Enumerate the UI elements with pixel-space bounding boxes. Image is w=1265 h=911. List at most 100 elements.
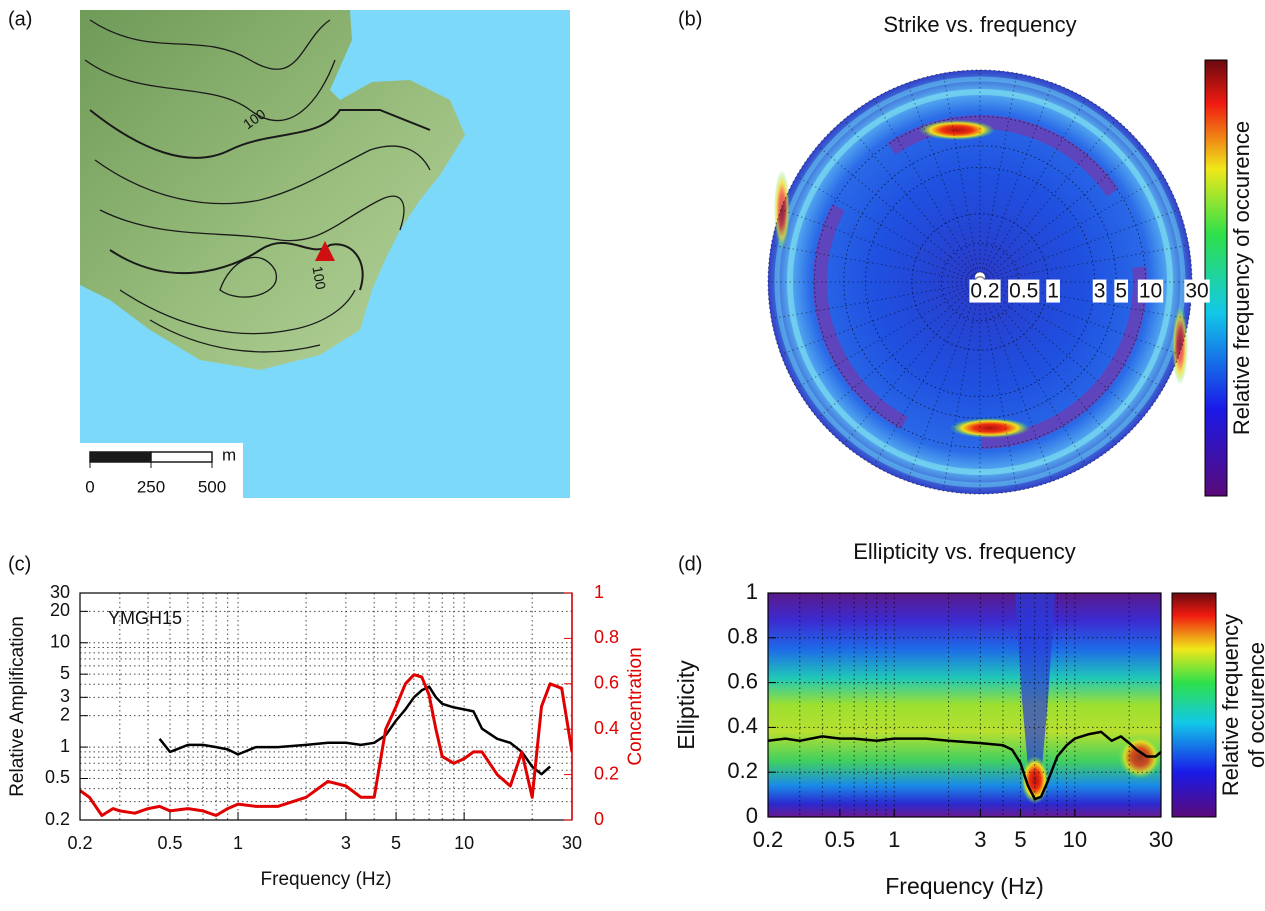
y-tick-label: 3 [60, 686, 70, 706]
radial-spoke [979, 73, 1018, 283]
contour [94, 145, 431, 205]
colorbar [1204, 59, 1228, 497]
r-tick-label: 5 [1115, 280, 1127, 303]
y2-tick-label: 0.2 [594, 763, 619, 783]
x-tick-label: 5 [391, 833, 401, 853]
y-tick-label: 2 [60, 704, 70, 724]
chart-title: Ellipticity vs. frequency [853, 539, 1076, 564]
y-tick-label: 0 [746, 803, 758, 828]
x-tick-label: 0.5 [825, 827, 856, 852]
y2-tick-label: 1 [594, 582, 604, 602]
r-tick-label: 30 [1185, 280, 1208, 303]
station-marker [315, 241, 335, 261]
radial-spoke [873, 281, 981, 466]
center-dot [975, 272, 985, 282]
hotspot [1172, 305, 1188, 385]
scale-label: 250 [137, 477, 165, 496]
scale-label: 500 [198, 477, 226, 496]
radial-spoke [979, 281, 1053, 482]
y2-tick-label: 0.4 [594, 718, 619, 738]
y-tick-label: 0.8 [727, 624, 758, 649]
x-tick-label: 30 [1149, 827, 1173, 852]
land [80, 10, 465, 370]
contour [84, 59, 336, 122]
radial-spoke [771, 281, 981, 320]
x-tick-label: 10 [454, 833, 474, 853]
colorbar-label: Relative frequency of occurence [1229, 121, 1254, 435]
radial-spoke [979, 98, 1087, 283]
r-tick-label: 3 [1094, 280, 1106, 303]
r-tick-label: 10 [1139, 280, 1162, 303]
radial-spoke [979, 281, 1117, 445]
r-tick-label: 1 [1047, 280, 1059, 303]
radial-spoke [979, 209, 1180, 283]
radial-spoke [979, 119, 1117, 283]
y-tick-label: 10 [50, 632, 70, 652]
radial-spoke [843, 119, 981, 283]
radial-spoke [780, 209, 981, 283]
radial-spoke [979, 281, 1180, 355]
radial-spoke [979, 281, 1087, 466]
x-tick-label: 30 [562, 833, 582, 853]
contour [89, 109, 431, 159]
x-tick-label: 1 [233, 833, 243, 853]
r-tick-label: 0.2 [970, 280, 999, 303]
series-line [80, 673, 572, 817]
panel-label: (a) [8, 8, 32, 30]
contour [149, 319, 321, 353]
heatmap-backdrop [768, 593, 1161, 817]
y-tick-label: 0.5 [45, 767, 70, 787]
tick-label-box [1092, 279, 1107, 303]
contour [99, 195, 405, 242]
r-tick-label: 0.5 [1009, 280, 1038, 303]
chart-title: Strike vs. frequency [883, 12, 1076, 37]
x-tick-label: 1 [888, 827, 900, 852]
scale-segment [89, 451, 152, 463]
radial-spoke [979, 145, 1143, 283]
contours [84, 19, 431, 353]
y-tick-label: 30 [50, 582, 70, 602]
radial-spoke [979, 281, 1143, 419]
x-tick-label: 0.5 [157, 833, 182, 853]
y2-tick-label: 0.8 [594, 627, 619, 647]
radial-spoke [796, 175, 981, 283]
series-line [768, 730, 1161, 801]
radial-spoke [979, 281, 1018, 491]
x-tick-label: 3 [974, 827, 986, 852]
x-tick-label: 10 [1063, 827, 1087, 852]
x-tick-label: 0.2 [753, 827, 784, 852]
panel-label: (c) [8, 553, 31, 575]
x-tick-label: 3 [341, 833, 351, 853]
radial-spoke [907, 281, 981, 482]
scale-segment [150, 451, 213, 463]
tick-label-box [1008, 279, 1040, 303]
y2-axis-label: Concentration [625, 647, 646, 765]
radial-spoke [979, 281, 1164, 389]
radial-spoke [796, 281, 981, 389]
y2-tick-label: 0.6 [594, 673, 619, 693]
radial-spoke [979, 244, 1189, 283]
plot-area [768, 593, 1161, 817]
radial-spoke [942, 281, 981, 491]
tick-label-box [969, 279, 1001, 303]
radial-spoke [780, 281, 981, 355]
radial-spoke [979, 175, 1164, 283]
y-tick-label: 1 [746, 579, 758, 604]
scale-label: 0 [85, 477, 94, 496]
radial-spoke [817, 145, 981, 283]
series-line [158, 685, 551, 776]
hotspot [774, 170, 790, 250]
y-tick-label: 5 [60, 663, 70, 683]
colorbar-label: of occurence [1244, 642, 1265, 768]
y-axis-label: Relative Amplification [7, 616, 28, 797]
annotation: YMGH15 [108, 608, 182, 628]
y-axis-label: Ellipticity [673, 660, 699, 750]
tick-label-box [1137, 279, 1164, 303]
radial-spoke [979, 281, 1189, 320]
hotspot [919, 120, 995, 140]
y-tick-label: 0.4 [727, 713, 758, 738]
heatmap-dip [1015, 593, 1055, 790]
panel-label: (b) [678, 8, 702, 30]
